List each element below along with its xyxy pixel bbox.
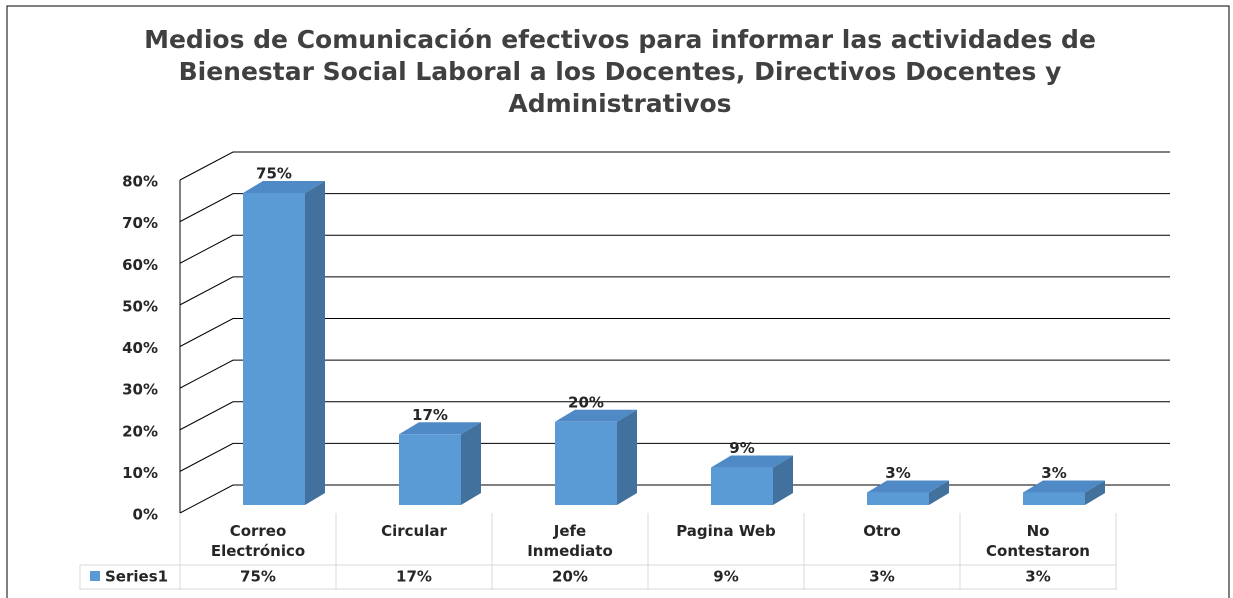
- bar-side: [929, 480, 949, 505]
- x-tick-label: No Contestaron: [986, 522, 1090, 560]
- bar: [555, 421, 617, 505]
- data-label: 3%: [1041, 464, 1066, 482]
- grid-line: [179, 401, 1170, 431]
- bar-side: [305, 181, 325, 505]
- data-label: 75%: [256, 165, 292, 183]
- grid-line: [179, 234, 1170, 264]
- grid-line: [179, 318, 1170, 347]
- data-label: 20%: [568, 393, 604, 411]
- bar-top: [867, 480, 949, 493]
- bar: [1023, 492, 1085, 505]
- table-value: 3%: [869, 568, 894, 586]
- x-tick-label: Jefe Inmediato: [527, 522, 613, 560]
- y-tick-label: 50%: [122, 297, 158, 315]
- bar-top: [555, 409, 637, 422]
- legend-swatch: [90, 571, 100, 581]
- grid-line: [179, 442, 1170, 472]
- table-value: 9%: [713, 568, 738, 586]
- bar-top: [399, 422, 481, 435]
- x-tick-label: Pagina Web: [676, 522, 776, 540]
- y-tick-label: 20%: [122, 422, 158, 440]
- grid-line: [179, 151, 1170, 181]
- grid-line: [179, 193, 1170, 223]
- bar: [243, 193, 305, 505]
- bar-top: [711, 455, 793, 468]
- y-tick-label: 0%: [133, 506, 158, 524]
- y-tick-label: 70%: [122, 214, 158, 232]
- grid-line: [179, 359, 1170, 389]
- bar-top: [243, 181, 325, 194]
- table-value: 20%: [552, 568, 588, 586]
- data-label: 17%: [412, 406, 448, 424]
- bar: [867, 492, 929, 505]
- y-tick-label: 80%: [122, 173, 158, 191]
- y-tick-label: 60%: [122, 256, 158, 274]
- bar: [711, 467, 773, 505]
- y-tick-label: 30%: [122, 381, 158, 399]
- table-value: 75%: [240, 568, 276, 586]
- bar-side: [773, 455, 793, 505]
- table-value: 3%: [1025, 568, 1050, 586]
- x-tick-label: Otro: [863, 522, 901, 540]
- table-value: 17%: [396, 568, 432, 586]
- bar: [399, 434, 461, 505]
- data-label: 9%: [729, 439, 754, 457]
- bar-side: [1085, 480, 1105, 505]
- data-label: 3%: [885, 464, 910, 482]
- chart-title: Medios de Comunicación efectivos para in…: [144, 25, 1096, 118]
- grid-line: [179, 276, 1170, 306]
- bar-side: [461, 422, 481, 505]
- y-tick-label: 10%: [122, 464, 158, 482]
- x-tick-label: Circular: [381, 522, 447, 540]
- x-tick-label: Correo Electrónico: [210, 522, 306, 560]
- grid-line: [179, 484, 1170, 514]
- y-tick-label: 40%: [122, 339, 158, 357]
- bar-top: [1023, 480, 1105, 493]
- bar-side: [617, 409, 637, 505]
- frame: [6, 5, 1230, 598]
- legend-label: Series1: [105, 568, 168, 586]
